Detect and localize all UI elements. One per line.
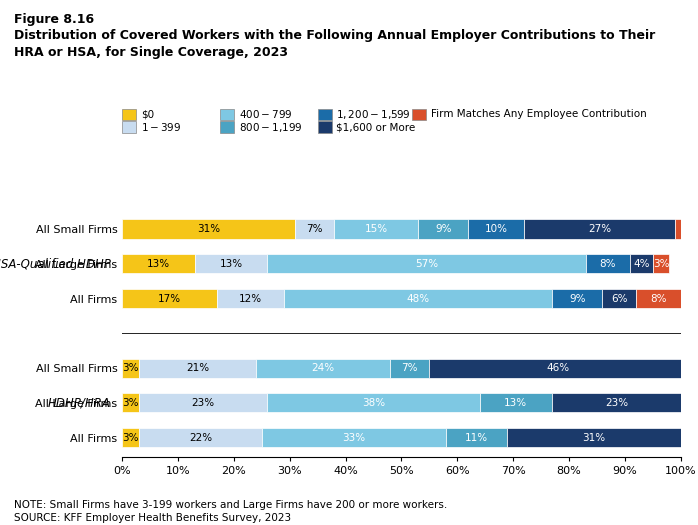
- Text: 7%: 7%: [306, 224, 323, 234]
- Text: 3%: 3%: [122, 398, 139, 408]
- Text: 11%: 11%: [465, 433, 489, 443]
- Bar: [122, 254, 195, 274]
- Text: 4%: 4%: [633, 259, 650, 269]
- Bar: [217, 289, 284, 308]
- Text: 27%: 27%: [588, 224, 611, 234]
- Text: 38%: 38%: [362, 398, 385, 408]
- Text: 23%: 23%: [191, 398, 215, 408]
- Text: HDHP/HRA: HDHP/HRA: [48, 396, 111, 410]
- Text: 10%: 10%: [485, 224, 507, 234]
- Text: 31%: 31%: [582, 433, 606, 443]
- Text: 12%: 12%: [239, 293, 262, 303]
- Text: 8%: 8%: [650, 293, 667, 303]
- Bar: [507, 428, 681, 447]
- Text: 22%: 22%: [188, 433, 212, 443]
- Bar: [468, 219, 524, 238]
- Bar: [295, 219, 334, 238]
- Text: Figure 8.16: Figure 8.16: [14, 13, 94, 26]
- Text: 13%: 13%: [219, 259, 243, 269]
- Bar: [318, 121, 332, 133]
- Text: 9%: 9%: [569, 293, 586, 303]
- Text: 13%: 13%: [504, 398, 528, 408]
- Bar: [675, 219, 681, 238]
- Bar: [122, 219, 295, 238]
- Bar: [552, 289, 602, 308]
- Text: HSA-Qualified HDHP: HSA-Qualified HDHP: [0, 257, 111, 270]
- Text: $0: $0: [141, 109, 154, 120]
- Bar: [220, 121, 234, 133]
- Text: $1,600 or More: $1,600 or More: [336, 122, 416, 132]
- Bar: [220, 109, 234, 120]
- Bar: [480, 393, 552, 413]
- Bar: [139, 393, 267, 413]
- Bar: [552, 393, 681, 413]
- Text: 8%: 8%: [600, 259, 616, 269]
- Bar: [636, 289, 681, 308]
- Text: 3%: 3%: [653, 259, 669, 269]
- Bar: [284, 289, 552, 308]
- Text: 57%: 57%: [415, 259, 438, 269]
- Bar: [653, 254, 669, 274]
- Text: Distribution of Covered Workers with the Following Annual Employer Contributions: Distribution of Covered Workers with the…: [14, 29, 655, 59]
- Bar: [429, 359, 686, 377]
- Bar: [524, 219, 675, 238]
- Text: 6%: 6%: [611, 293, 628, 303]
- Bar: [122, 428, 139, 447]
- Text: Firm Matches Any Employee Contribution: Firm Matches Any Employee Contribution: [431, 109, 646, 120]
- Bar: [122, 121, 136, 133]
- Text: 48%: 48%: [406, 293, 430, 303]
- Text: 9%: 9%: [435, 224, 452, 234]
- Bar: [267, 393, 480, 413]
- Text: 15%: 15%: [364, 224, 388, 234]
- Bar: [122, 359, 139, 377]
- Bar: [122, 289, 217, 308]
- Text: $800 - $1,199: $800 - $1,199: [239, 121, 302, 133]
- Text: NOTE: Small Firms have 3-199 workers and Large Firms have 200 or more workers.
S: NOTE: Small Firms have 3-199 workers and…: [14, 500, 447, 523]
- Text: 13%: 13%: [147, 259, 170, 269]
- Text: 24%: 24%: [311, 363, 335, 373]
- Bar: [256, 359, 390, 377]
- Text: 33%: 33%: [342, 433, 366, 443]
- Bar: [602, 289, 636, 308]
- Text: 31%: 31%: [197, 224, 221, 234]
- Bar: [334, 219, 418, 238]
- Text: 21%: 21%: [186, 363, 209, 373]
- Bar: [586, 254, 630, 274]
- Text: 3%: 3%: [122, 433, 139, 443]
- Bar: [418, 219, 468, 238]
- Text: $400 - $799: $400 - $799: [239, 109, 292, 120]
- Text: $1 - $399: $1 - $399: [141, 121, 181, 133]
- Bar: [195, 254, 267, 274]
- Bar: [412, 109, 426, 120]
- Bar: [267, 254, 586, 274]
- Bar: [139, 359, 256, 377]
- Bar: [390, 359, 429, 377]
- Bar: [139, 428, 262, 447]
- Text: 23%: 23%: [604, 398, 628, 408]
- Text: 7%: 7%: [401, 363, 418, 373]
- Text: $1,200 - $1,599: $1,200 - $1,599: [336, 108, 411, 121]
- Bar: [122, 109, 136, 120]
- Bar: [318, 109, 332, 120]
- Bar: [262, 428, 446, 447]
- Bar: [122, 393, 139, 413]
- Text: 46%: 46%: [546, 363, 570, 373]
- Text: 3%: 3%: [122, 363, 139, 373]
- Bar: [630, 254, 653, 274]
- Text: 17%: 17%: [158, 293, 181, 303]
- Bar: [446, 428, 507, 447]
